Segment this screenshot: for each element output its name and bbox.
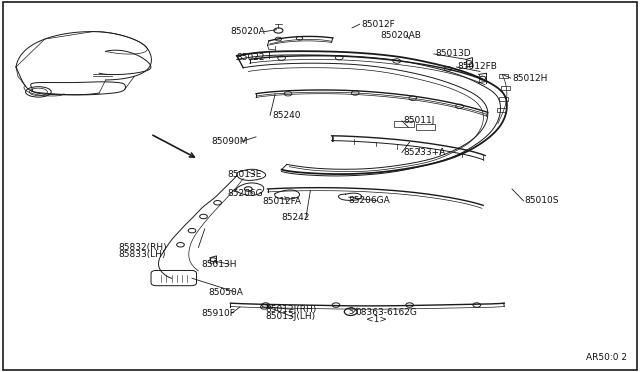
Text: 85012J(RH): 85012J(RH) [266, 305, 317, 314]
Text: 85013E: 85013E [227, 170, 262, 179]
Text: AR50:0 2: AR50:0 2 [586, 353, 627, 362]
Text: 85013D: 85013D [435, 49, 471, 58]
Text: 85206G: 85206G [227, 189, 263, 198]
Text: <1>: <1> [366, 315, 387, 324]
Text: 85050A: 85050A [208, 288, 243, 296]
Text: 85012FA: 85012FA [262, 197, 301, 206]
Text: 85090M: 85090M [211, 137, 248, 146]
Text: 85012H: 85012H [512, 74, 547, 83]
Text: 85012F: 85012F [362, 20, 396, 29]
Text: 08363-6162G: 08363-6162G [355, 308, 417, 317]
Text: 85020AB: 85020AB [381, 31, 422, 40]
Text: 85010S: 85010S [525, 196, 559, 205]
Text: 85020A: 85020A [231, 27, 266, 36]
Text: 85206GA: 85206GA [349, 196, 390, 205]
Text: 85013H: 85013H [202, 260, 237, 269]
Text: S: S [348, 307, 353, 316]
Text: 85022: 85022 [237, 53, 266, 62]
Text: 85233+A: 85233+A [403, 148, 445, 157]
Text: 85240: 85240 [272, 111, 301, 120]
Text: 85013J(LH): 85013J(LH) [266, 312, 316, 321]
Text: 85832(RH): 85832(RH) [118, 243, 167, 252]
Text: 85833(LH): 85833(LH) [118, 250, 166, 259]
Text: 85242: 85242 [282, 213, 310, 222]
Text: 85910F: 85910F [202, 309, 236, 318]
Text: 85011J: 85011J [403, 116, 435, 125]
Text: 85012FB: 85012FB [458, 62, 497, 71]
